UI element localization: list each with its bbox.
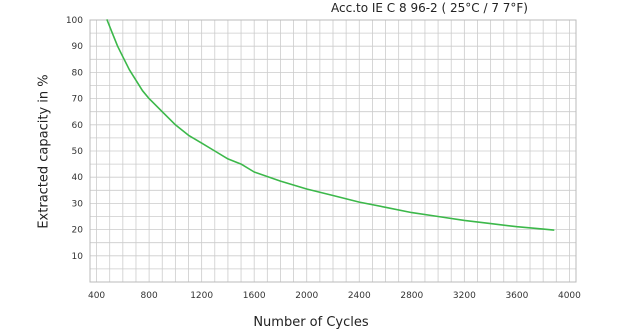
chart-title: Acc.to IE C 8 96-2 ( 25°C / 7 7°F) <box>331 1 528 15</box>
x-axis-label: Number of Cycles <box>253 315 369 330</box>
y-tick-label: 60 <box>72 121 84 131</box>
y-tick-label: 70 <box>72 95 84 105</box>
y-axis: 10 20 30 40 50 60 70 80 90 100 <box>66 16 83 262</box>
grid <box>89 19 577 283</box>
x-tick-label: 4000 <box>558 291 581 301</box>
x-tick-label: 400 <box>88 291 105 301</box>
x-tick-label: 2000 <box>295 291 318 301</box>
y-tick-label: 10 <box>72 252 84 262</box>
y-tick-label: 30 <box>72 199 84 209</box>
plot-frame <box>89 19 577 283</box>
series-group <box>106 19 555 231</box>
x-tick-label: 2800 <box>400 291 423 301</box>
y-tick-label: 100 <box>66 16 83 26</box>
x-axis: 400 800 1200 1600 2000 2400 2800 3200 3600 4000 <box>88 291 581 301</box>
y-tick-label: 40 <box>72 173 84 183</box>
y-tick-label: 20 <box>72 226 84 236</box>
x-tick-label: 3600 <box>505 291 528 301</box>
x-tick-label: 3200 <box>453 291 476 301</box>
x-tick-label: 2400 <box>348 291 371 301</box>
y-axis-label: Extracted capacity in % <box>36 74 52 229</box>
capacity-curve <box>106 19 555 231</box>
y-tick-label: 80 <box>72 68 84 78</box>
y-tick-label: 90 <box>72 42 84 52</box>
x-tick-label: 1200 <box>190 291 213 301</box>
x-tick-label: 1600 <box>243 291 266 301</box>
x-tick-label: 800 <box>141 291 158 301</box>
y-tick-label: 50 <box>72 147 84 157</box>
